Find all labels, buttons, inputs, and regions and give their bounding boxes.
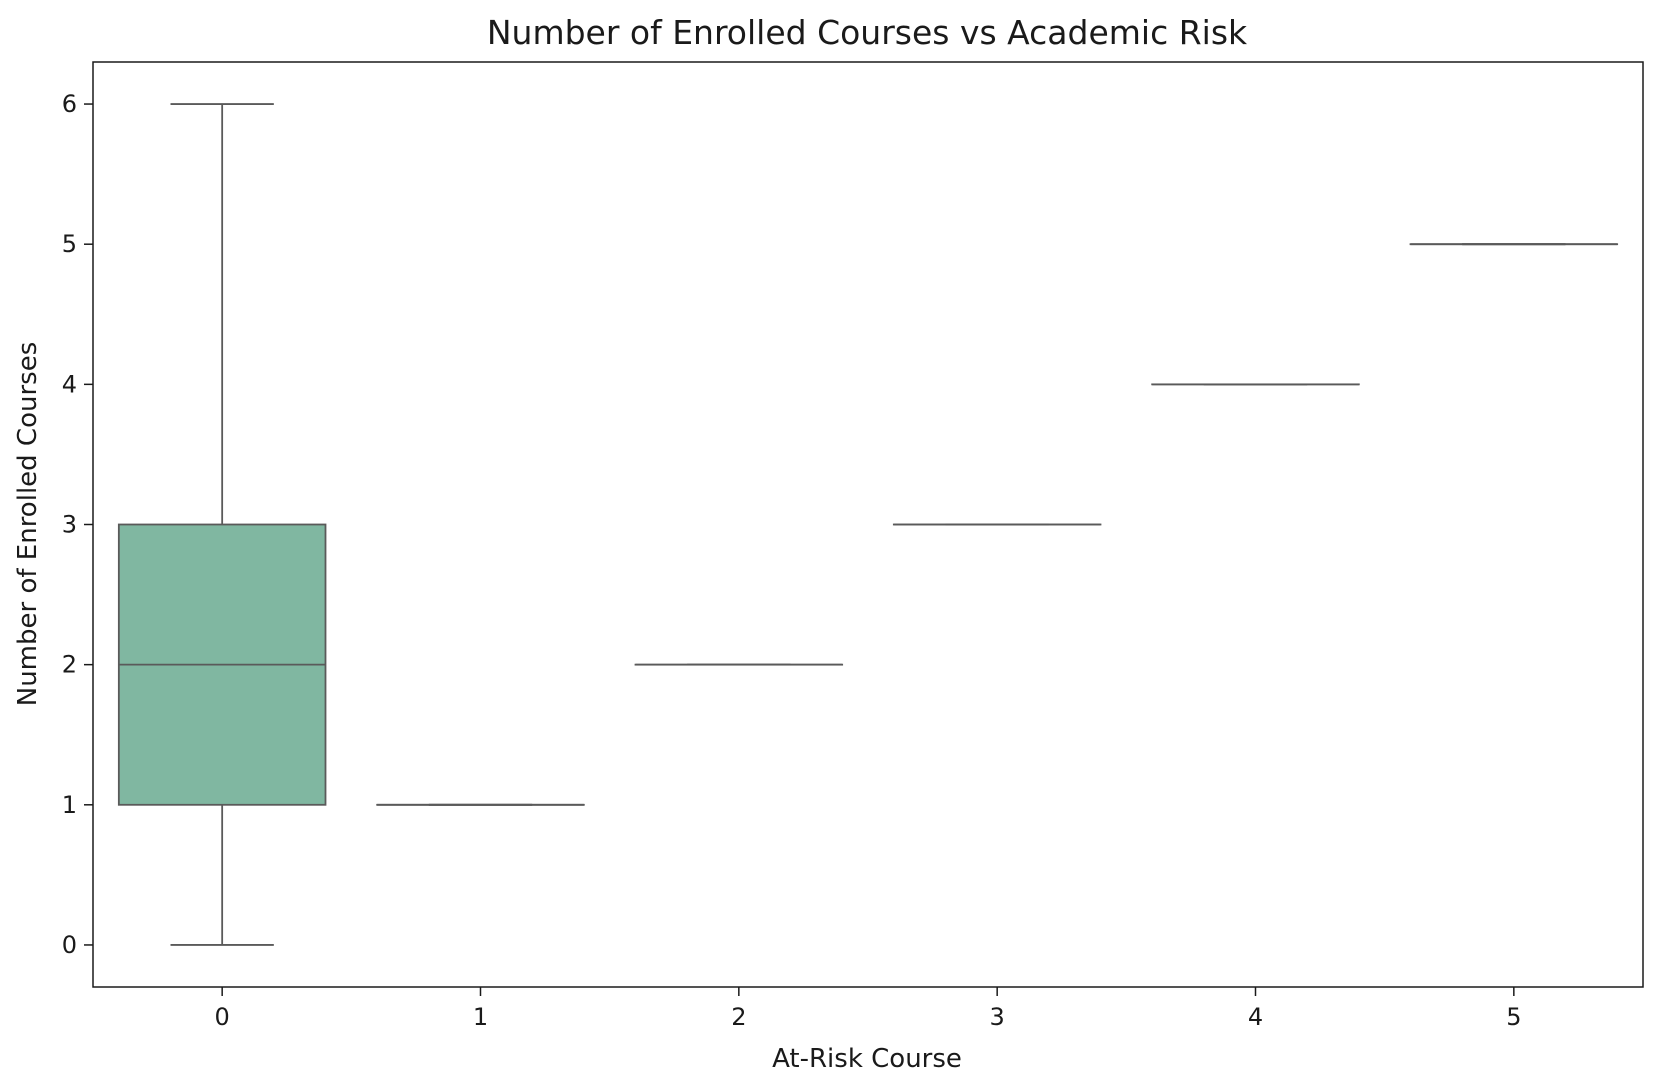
x-tick-label-4: 4 bbox=[1248, 1003, 1263, 1031]
x-tick-label-0: 0 bbox=[215, 1003, 230, 1031]
x-tick-label-3: 3 bbox=[990, 1003, 1005, 1031]
y-axis-label: Number of Enrolled Courses bbox=[13, 342, 43, 707]
y-tick-label-4: 4 bbox=[62, 370, 77, 398]
x-tick-label-1: 1 bbox=[473, 1003, 488, 1031]
x-tick-label-2: 2 bbox=[731, 1003, 746, 1031]
x-tick-label-5: 5 bbox=[1506, 1003, 1521, 1031]
y-tick-label-2: 2 bbox=[62, 651, 77, 679]
y-tick-label-0: 0 bbox=[62, 931, 77, 959]
box-0 bbox=[117, 103, 327, 946]
x-axis-label: At-Risk Course bbox=[772, 1044, 962, 1074]
boxes-group bbox=[117, 103, 1619, 946]
y-tick-label-6: 6 bbox=[62, 90, 77, 118]
chart-title: Number of Enrolled Courses vs Academic R… bbox=[487, 13, 1248, 52]
plot-area bbox=[92, 61, 1644, 988]
y-tick-label-1: 1 bbox=[62, 791, 77, 819]
y-axis: 0 1 2 3 4 5 6 bbox=[62, 90, 93, 959]
y-tick-label-5: 5 bbox=[62, 230, 77, 258]
y-tick-label-3: 3 bbox=[62, 511, 77, 539]
x-axis: 0 1 2 3 4 5 bbox=[215, 987, 1521, 1031]
